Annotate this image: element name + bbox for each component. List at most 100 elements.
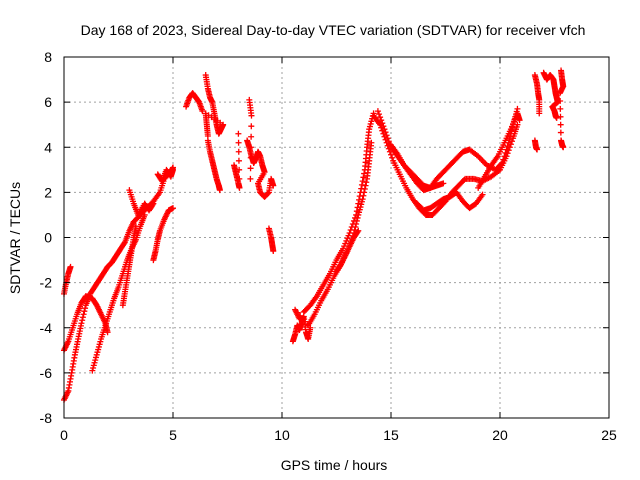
data-point <box>361 189 368 196</box>
data-point <box>150 200 157 207</box>
data-point <box>235 148 242 155</box>
data-point <box>235 157 242 164</box>
data-point <box>504 143 511 150</box>
axes: 0 5 10 15 20 25 -8 -6 -4 -2 0 2 4 6 8 <box>40 49 617 443</box>
data-point <box>354 214 361 221</box>
series-arc-l <box>231 130 243 191</box>
series-arc-z <box>531 72 543 117</box>
series-arc-ab <box>556 67 567 151</box>
series-arc-x <box>475 110 523 191</box>
data-point <box>302 318 309 325</box>
y-tick-label: -8 <box>40 410 53 426</box>
data-point <box>499 160 506 167</box>
data-point <box>361 170 368 177</box>
data-point <box>270 248 277 255</box>
data-point <box>368 139 375 146</box>
grid <box>64 57 609 418</box>
data-point <box>141 211 148 218</box>
x-tick-label: 0 <box>60 427 68 443</box>
data-point <box>500 156 507 163</box>
data-point <box>247 165 254 172</box>
data-point <box>560 144 567 151</box>
data-point <box>170 166 176 173</box>
data-point <box>359 196 366 203</box>
data-point <box>363 179 370 186</box>
y-tick-label: -4 <box>40 320 53 336</box>
series-arc-aa <box>540 69 561 121</box>
data-point <box>353 220 360 227</box>
series-arc-e <box>119 223 139 309</box>
data-point <box>79 317 86 324</box>
series-arc-i <box>183 90 206 115</box>
data-point <box>235 130 242 137</box>
data-point <box>498 161 505 168</box>
data-point <box>236 184 243 191</box>
data-point <box>199 108 206 115</box>
data-point <box>355 227 362 234</box>
data-point <box>296 315 303 322</box>
data-point <box>388 151 394 158</box>
data-point <box>557 129 564 136</box>
data-point <box>82 305 89 312</box>
series-arc-o <box>246 96 255 182</box>
data-point <box>536 110 543 117</box>
x-tick-label: 5 <box>169 427 177 443</box>
data-point <box>247 144 254 151</box>
series-arc-y <box>531 137 541 153</box>
data-point <box>557 121 564 128</box>
series-arc-v <box>388 141 447 191</box>
y-axis-label: SDTVAR / TECUs <box>7 182 23 294</box>
data-point <box>380 123 387 130</box>
series-arc-j <box>202 72 227 139</box>
data-point <box>270 182 277 189</box>
data-point <box>379 120 386 127</box>
series-arc-n <box>265 225 277 255</box>
y-tick-label: 0 <box>44 230 52 246</box>
y-tick-label: 4 <box>44 139 52 155</box>
data-point <box>236 166 243 173</box>
data-point <box>121 240 128 247</box>
data-point <box>149 201 156 208</box>
chart-title: Day 168 of 2023, Sidereal Day-to-day VTE… <box>81 22 586 38</box>
data-point <box>389 154 396 161</box>
y-tick-label: 6 <box>44 94 52 110</box>
x-tick-label: 25 <box>601 427 617 443</box>
data-point <box>374 108 381 115</box>
data-point <box>248 133 255 140</box>
data-point <box>354 228 361 235</box>
data-point <box>248 123 255 130</box>
y-tick-label: -6 <box>40 365 53 381</box>
series-arc-w <box>414 189 486 214</box>
series-arc-g <box>126 187 157 218</box>
data-point <box>479 191 486 198</box>
data-point <box>381 126 388 133</box>
data-point <box>501 153 508 160</box>
data-point <box>265 190 272 197</box>
data-point <box>557 105 564 112</box>
data-point <box>440 180 447 187</box>
data-point <box>557 113 564 120</box>
y-tick-label: 2 <box>44 184 52 200</box>
data-point <box>247 154 254 161</box>
data-point <box>170 205 176 212</box>
data-point <box>378 117 385 124</box>
plot-area <box>61 67 567 403</box>
x-axis-label: GPS time / hours <box>281 457 388 473</box>
data-point <box>78 320 85 327</box>
data-point <box>383 132 390 139</box>
data-point <box>384 135 391 142</box>
series-arc-k <box>204 137 223 194</box>
data-point <box>377 114 384 121</box>
data-point <box>385 138 392 145</box>
x-tick-label: 15 <box>383 427 399 443</box>
data-point <box>235 139 242 146</box>
series-arc-f <box>150 205 176 264</box>
data-point <box>352 223 359 230</box>
data-point <box>556 90 563 97</box>
series-arc-s <box>333 227 362 275</box>
data-point <box>81 308 88 315</box>
data-point <box>553 114 560 121</box>
data-point <box>360 174 367 181</box>
data-point <box>355 200 362 207</box>
